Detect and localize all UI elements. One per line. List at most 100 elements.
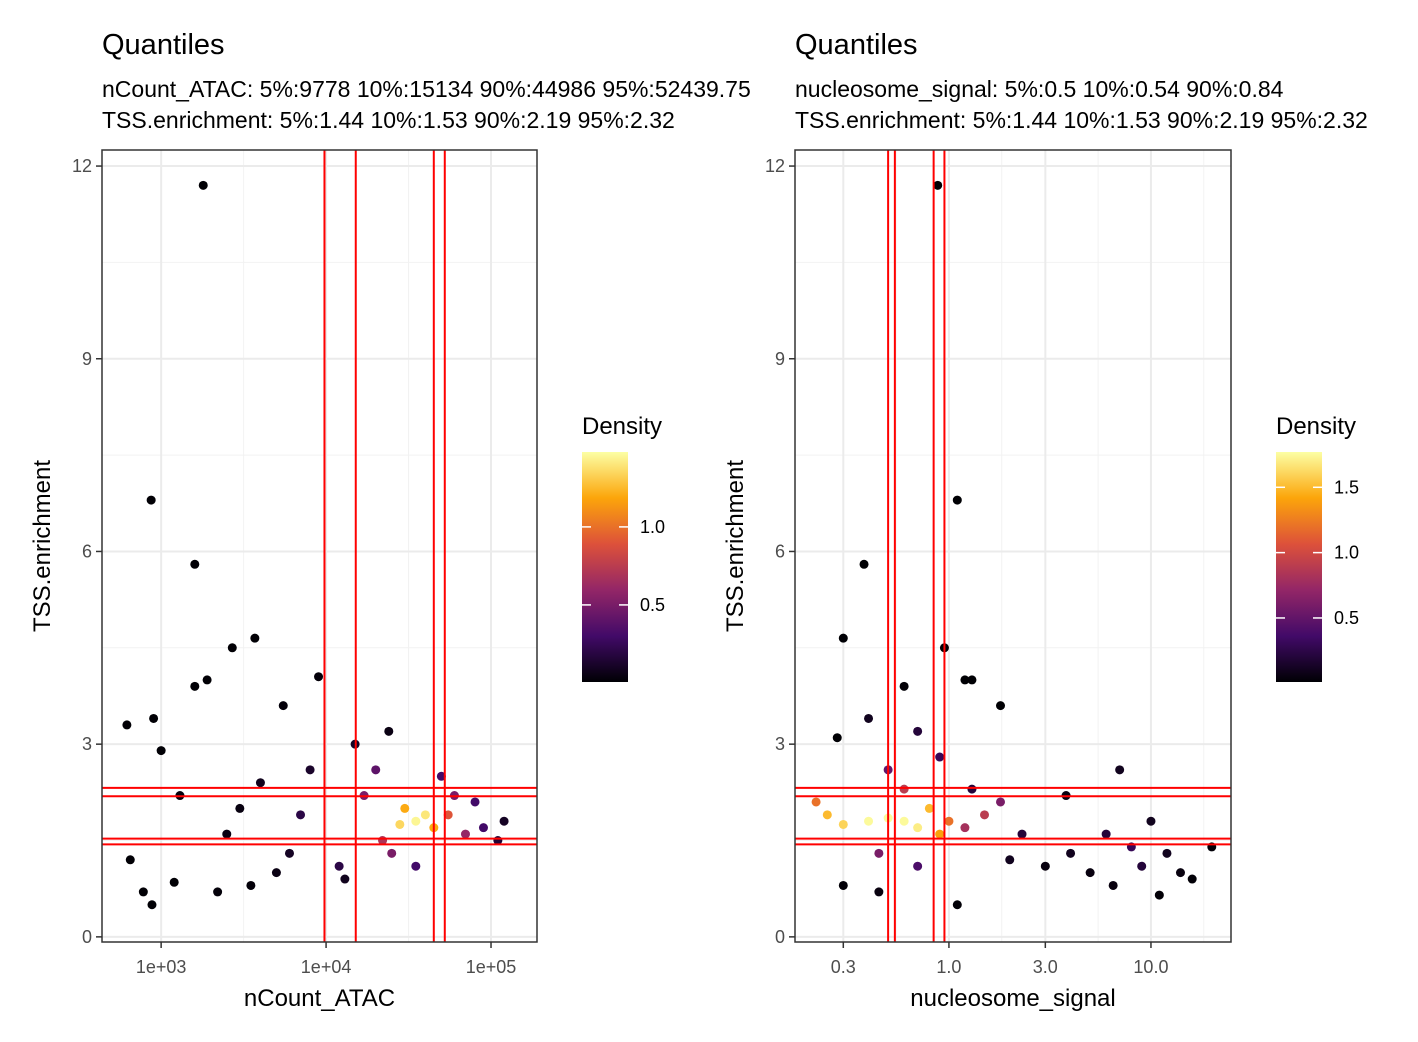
point <box>499 816 509 826</box>
point <box>996 701 1006 711</box>
point <box>1101 829 1111 839</box>
colorbar-label: 1.0 <box>640 517 665 537</box>
chart-subtitle: nucleosome_signal: 5%:0.5 10%:0.54 90%:0… <box>795 76 1284 102</box>
point <box>967 675 977 685</box>
y-tick-label: 12 <box>765 156 785 176</box>
point <box>874 848 884 858</box>
point <box>271 868 281 878</box>
point <box>156 746 166 756</box>
point <box>838 880 848 890</box>
point <box>899 784 909 794</box>
point <box>935 829 945 839</box>
point <box>899 816 909 826</box>
chart-subtitle: nCount_ATAC: 5%:9778 10%:15134 90%:44986… <box>102 76 751 102</box>
point <box>1162 848 1172 858</box>
point <box>1085 868 1095 878</box>
colorbar-label: 1.5 <box>1334 477 1359 497</box>
point <box>138 887 148 897</box>
x-tick-label: 1e+05 <box>466 957 517 977</box>
y-tick-label: 0 <box>82 927 92 947</box>
point <box>198 180 208 190</box>
point <box>395 819 405 829</box>
point <box>864 713 874 723</box>
point <box>913 861 923 871</box>
point <box>122 720 132 730</box>
legend-title: Density <box>582 413 662 440</box>
point <box>859 559 869 569</box>
point <box>913 726 923 736</box>
y-tick-label: 0 <box>775 927 785 947</box>
x-axis-label: nucleosome_signal <box>910 985 1115 1012</box>
point <box>996 797 1006 807</box>
point <box>960 675 970 685</box>
point <box>864 816 874 826</box>
panel: Quantiles nCount_ATAC: 5%:9778 10%:15134 … <box>29 29 751 1012</box>
chart-title: Quantiles <box>795 29 918 61</box>
y-axis-label: TSS.enrichment <box>722 460 749 632</box>
point <box>340 874 350 884</box>
point <box>411 816 421 826</box>
point <box>149 713 159 723</box>
point <box>1040 861 1050 871</box>
y-tick-label: 6 <box>775 541 785 561</box>
point <box>924 803 934 813</box>
point <box>305 765 315 775</box>
point <box>384 726 394 736</box>
point <box>146 495 156 505</box>
point <box>944 816 954 826</box>
point <box>1115 765 1125 775</box>
plot-border <box>101 149 538 943</box>
colorbar-label: 1.0 <box>1334 543 1359 563</box>
plot-background <box>102 150 537 942</box>
points <box>102 150 537 942</box>
point <box>1108 880 1118 890</box>
colorbar <box>582 452 628 682</box>
point <box>1187 874 1197 884</box>
colorbar-label: 0.5 <box>640 595 665 615</box>
x-tick-label: 0.3 <box>831 957 856 977</box>
y-axis-label: TSS.enrichment <box>29 460 56 632</box>
x-tick-label: 1.0 <box>936 957 961 977</box>
point <box>250 633 260 643</box>
point <box>960 823 970 833</box>
point <box>1146 816 1156 826</box>
point <box>1017 829 1027 839</box>
point <box>190 559 200 569</box>
chart-subtitle: TSS.enrichment: 5%:1.44 10%:1.53 90%:2.1… <box>795 107 1368 133</box>
point <box>899 681 909 691</box>
point <box>478 823 488 833</box>
point <box>838 819 848 829</box>
point <box>1066 848 1076 858</box>
point <box>169 877 179 887</box>
point <box>952 495 962 505</box>
colorbar-label: 0.5 <box>1334 608 1359 628</box>
point <box>811 797 821 807</box>
point <box>460 829 470 839</box>
point <box>284 848 294 858</box>
point <box>1137 861 1147 871</box>
point <box>213 887 223 897</box>
point <box>190 681 200 691</box>
point <box>125 855 135 865</box>
plot-background <box>795 150 1231 942</box>
point <box>470 797 480 807</box>
x-tick-label: 1e+04 <box>301 957 352 977</box>
point <box>420 810 430 820</box>
point <box>246 880 256 890</box>
plot-border <box>794 149 1232 943</box>
point <box>980 810 990 820</box>
point <box>411 861 421 871</box>
point <box>935 752 945 762</box>
point <box>387 848 397 858</box>
point <box>967 784 977 794</box>
x-tick-label: 1e+03 <box>136 957 187 977</box>
point <box>296 810 306 820</box>
point <box>227 643 237 653</box>
points <box>795 150 1231 942</box>
point <box>822 810 832 820</box>
x-tick-label: 10.0 <box>1133 957 1168 977</box>
y-tick-label: 9 <box>82 349 92 369</box>
point <box>1175 868 1185 878</box>
y-tick-label: 6 <box>82 541 92 561</box>
point <box>832 733 842 743</box>
